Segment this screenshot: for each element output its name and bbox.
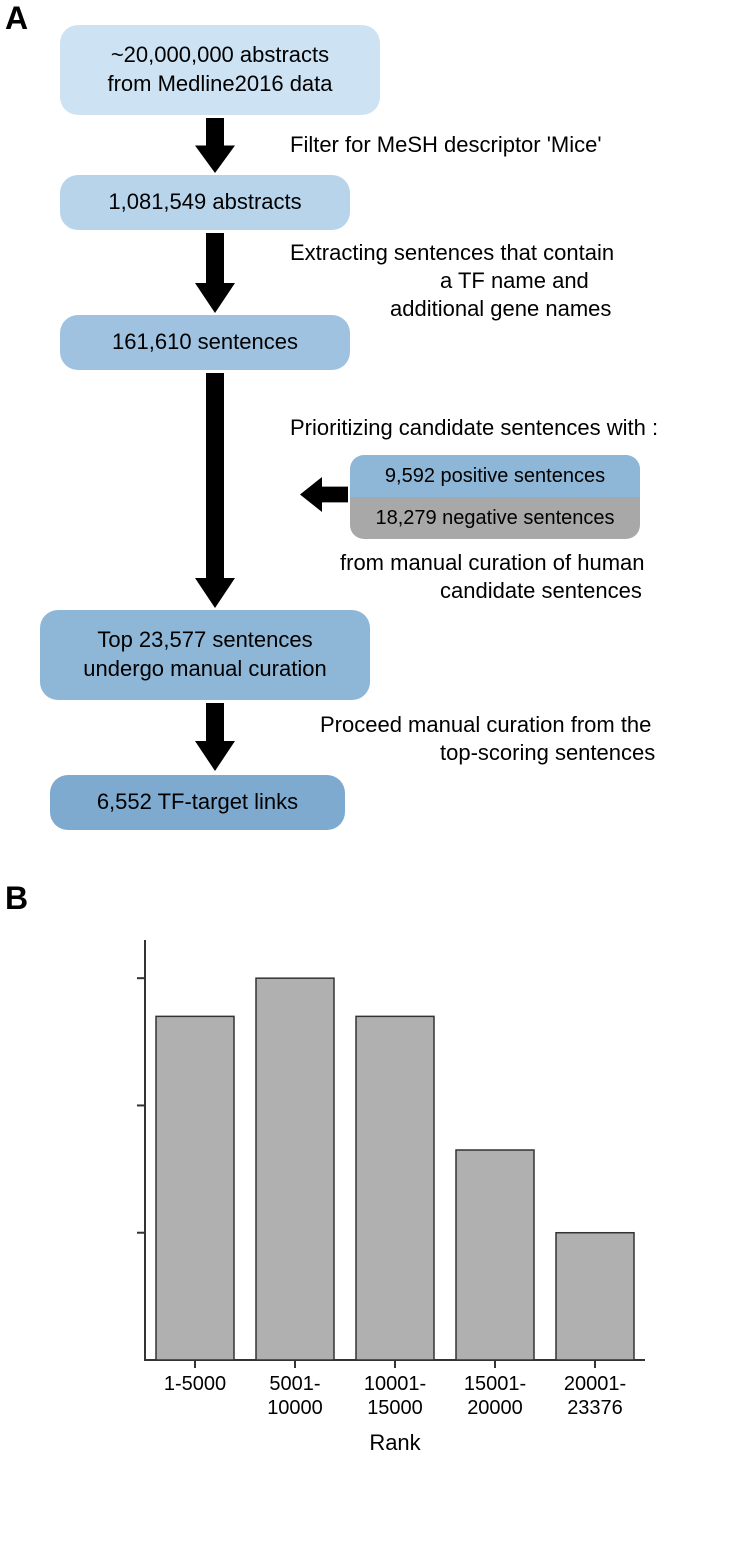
bar-0 xyxy=(156,1016,234,1360)
side-box-neg: 18,279 negative sentences xyxy=(350,497,640,539)
flow-box-b2: 1,081,549 abstracts xyxy=(60,175,350,230)
arrow-a4 xyxy=(195,703,235,771)
flow-label-l1: Filter for MeSH descriptor 'Mice' xyxy=(290,132,602,158)
svg-text:15001-: 15001- xyxy=(464,1373,526,1395)
flow-label-l5a: Proceed manual curation from the xyxy=(320,712,651,738)
svg-text:1-5000: 1-5000 xyxy=(164,1373,226,1395)
arrow-a1 xyxy=(195,118,235,173)
bar-chart: 1020301-50005001-1000010001-1500015001-2… xyxy=(135,930,655,1370)
svg-text:5001-: 5001- xyxy=(269,1373,320,1395)
flow-label-l4a: from manual curation of human xyxy=(340,550,645,576)
flow-box-b1: ~20,000,000 abstracts from Medline2016 d… xyxy=(60,25,380,115)
bar-4 xyxy=(556,1233,634,1360)
arrow-a3 xyxy=(195,373,235,608)
svg-text:15000: 15000 xyxy=(367,1397,423,1419)
panel-b-label: B xyxy=(5,880,28,917)
flow-label-l5b: top-scoring sentences xyxy=(440,740,655,766)
flow-box-b3: 161,610 sentences xyxy=(60,315,350,370)
flow-label-l2c: additional gene names xyxy=(390,296,611,322)
panel-a-label: A xyxy=(5,0,28,37)
arrow-side xyxy=(300,477,348,512)
svg-text:20001-: 20001- xyxy=(564,1373,626,1395)
bar-1 xyxy=(256,978,334,1360)
bar-2 xyxy=(356,1016,434,1360)
flow-box-b5: 6,552 TF-target links xyxy=(50,775,345,830)
svg-text:23376: 23376 xyxy=(567,1397,623,1419)
arrow-a2 xyxy=(195,233,235,313)
svg-text:Rank: Rank xyxy=(369,1430,421,1455)
flow-label-l2b: a TF name and xyxy=(440,268,589,294)
flow-box-b4: Top 23,577 sentences undergo manual cura… xyxy=(40,610,370,700)
flow-label-l4b: candidate sentences xyxy=(440,578,642,604)
flow-label-l3: Prioritizing candidate sentences with : xyxy=(290,415,658,441)
flow-label-l2a: Extracting sentences that contain xyxy=(290,240,614,266)
svg-text:20000: 20000 xyxy=(467,1397,523,1419)
bar-3 xyxy=(456,1150,534,1360)
svg-text:10001-: 10001- xyxy=(364,1373,426,1395)
side-box-pos: 9,592 positive sentences xyxy=(350,455,640,497)
svg-text:10000: 10000 xyxy=(267,1397,323,1419)
